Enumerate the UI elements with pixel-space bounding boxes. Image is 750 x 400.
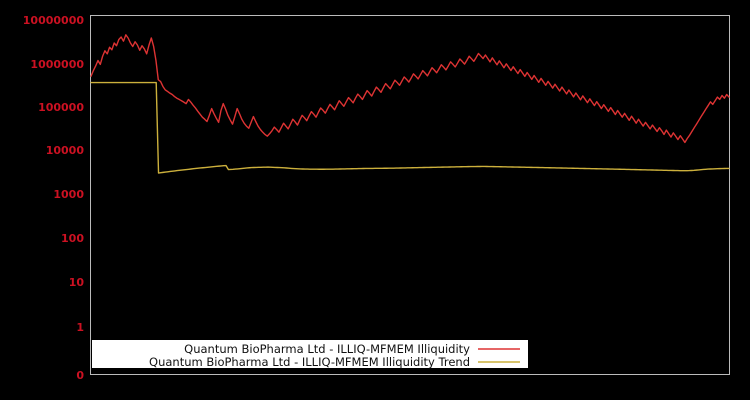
- plot-frame: [90, 15, 730, 375]
- y-tick-label-7: 1: [76, 321, 84, 334]
- series-path-0: [90, 34, 730, 144]
- legend-label-0: Quantum BioPharma Ltd - ILLIQ-MFMEM Illi…: [184, 342, 470, 356]
- legend-background: [92, 340, 528, 368]
- y-tick-label-0: 10000000: [23, 14, 85, 27]
- series-lines: [90, 34, 730, 174]
- chart-legend[interactable]: Quantum BioPharma Ltd - ILLIQ-MFMEM Illi…: [92, 340, 528, 369]
- y-tick-label-4: 1000: [53, 188, 84, 201]
- y-tick-label-5: 100: [61, 232, 84, 245]
- y-tick-label-3: 10000: [46, 144, 85, 157]
- y-tick-label-6: 10: [69, 276, 85, 289]
- y-tick-label-1: 1000000: [30, 58, 84, 71]
- y-tick-label-2: 100000: [38, 101, 84, 114]
- y-tick-label-8: 0: [76, 369, 84, 382]
- series-path-1: [90, 81, 730, 174]
- legend-label-1: Quantum BioPharma Ltd - ILLIQ-MFMEM Illi…: [149, 355, 470, 369]
